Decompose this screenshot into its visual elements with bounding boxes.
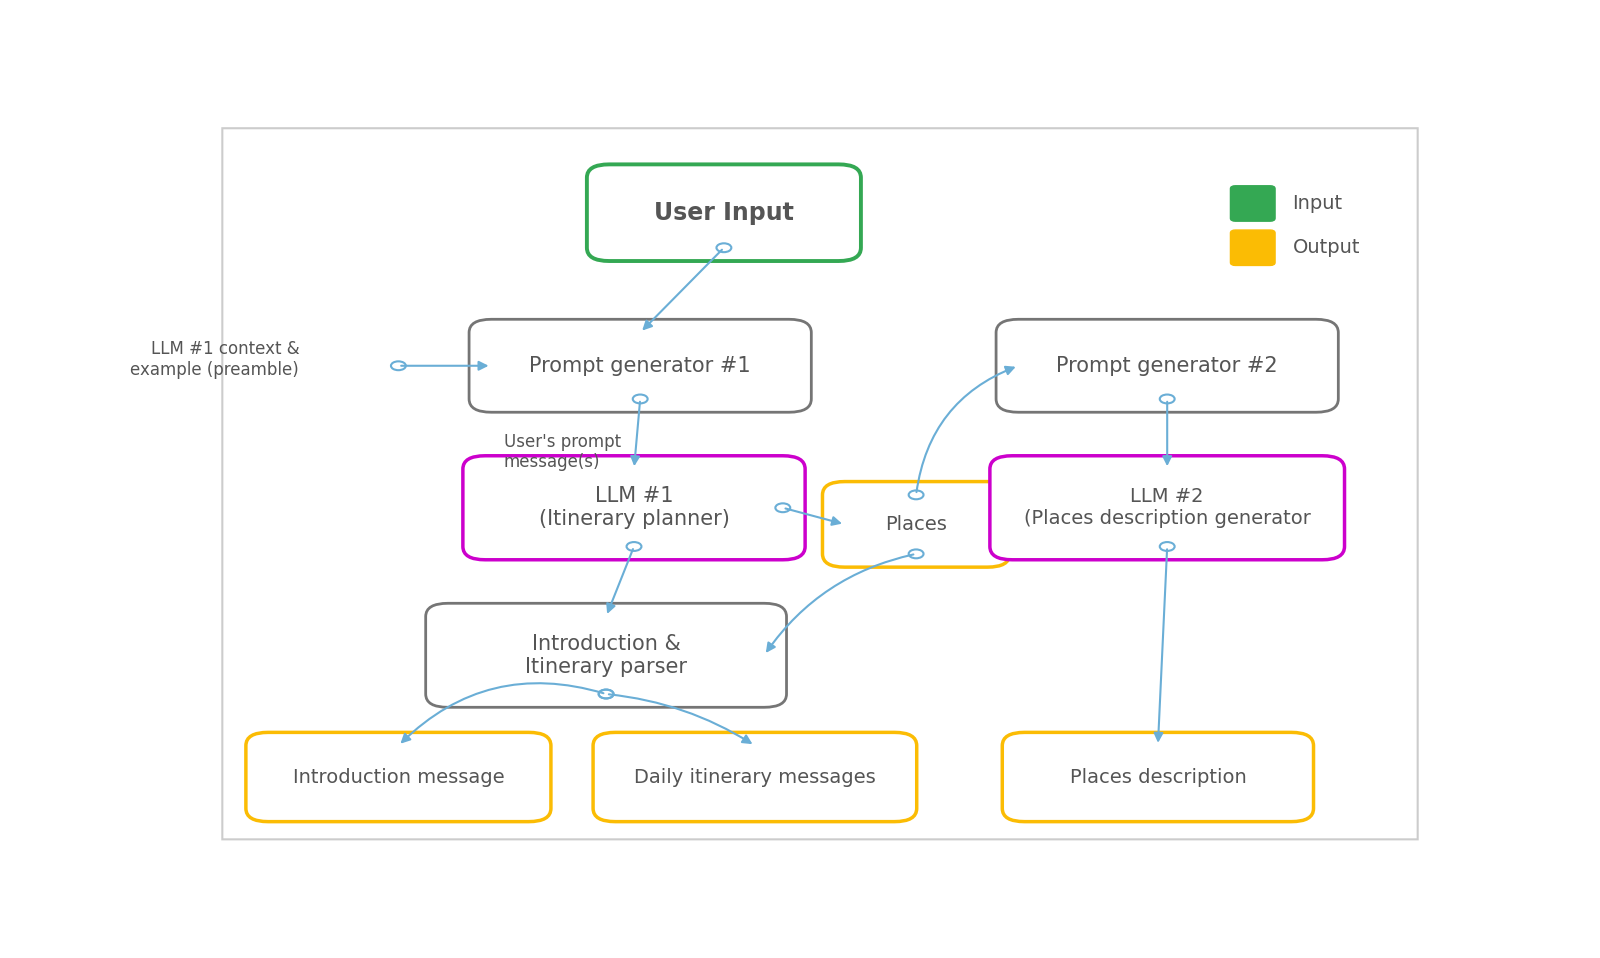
FancyBboxPatch shape [469,319,811,412]
Text: LLM #2
(Places description generator: LLM #2 (Places description generator [1024,488,1310,528]
Text: LLM #1 context &
example (preamble): LLM #1 context & example (preamble) [131,340,299,379]
Text: Introduction message: Introduction message [293,767,504,787]
Text: Introduction &
Itinerary parser: Introduction & Itinerary parser [525,633,686,677]
FancyBboxPatch shape [246,732,550,822]
FancyBboxPatch shape [997,319,1338,412]
Text: Input: Input [1293,194,1342,213]
Text: Daily itinerary messages: Daily itinerary messages [634,767,875,787]
FancyBboxPatch shape [990,456,1344,559]
Text: User Input: User Input [654,200,794,225]
FancyBboxPatch shape [822,482,1010,567]
Text: Output: Output [1293,239,1360,258]
FancyBboxPatch shape [1002,732,1314,822]
Text: Prompt generator #1: Prompt generator #1 [530,355,750,376]
Text: Places: Places [885,514,947,534]
Text: Prompt generator #2: Prompt generator #2 [1056,355,1278,376]
FancyBboxPatch shape [587,165,861,261]
Text: User's prompt
message(s): User's prompt message(s) [504,433,621,471]
FancyBboxPatch shape [222,128,1418,839]
FancyBboxPatch shape [426,604,787,707]
Text: LLM #1
(Itinerary planner): LLM #1 (Itinerary planner) [539,486,730,530]
FancyBboxPatch shape [594,732,917,822]
Text: Places description: Places description [1069,767,1246,787]
FancyBboxPatch shape [462,456,805,559]
FancyBboxPatch shape [1230,186,1275,221]
FancyBboxPatch shape [1230,230,1275,265]
